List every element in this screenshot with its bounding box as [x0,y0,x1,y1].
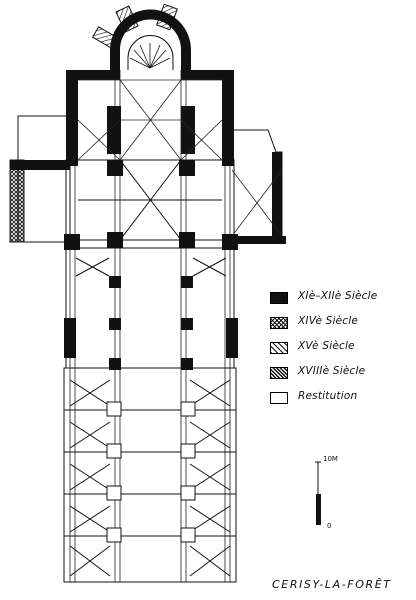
south-transept-chapel [231,129,286,244]
choir-walls [66,70,234,166]
legend-label: Restitution [298,390,358,402]
transept [65,159,235,241]
legend-swatch-dense-hatch [270,367,288,379]
apse [91,3,191,70]
nave-arcades [65,247,235,369]
plan-title: CERISY-LA-FORÊT [272,578,392,591]
legend-item-solid: XIè–XIIè Siècle [270,290,410,317]
legend: XIè–XIIè Siècle XIVè Siècle XVè Siècle X… [270,290,410,417]
nave-vault-lines [69,70,231,582]
choir-vaults [77,79,223,161]
legend-swatch-crosshatch [270,317,288,329]
crossing-piers [64,160,238,250]
legend-swatch-hatch [270,342,288,354]
restituted-nave [63,367,237,583]
scale-label-bottom: 0 [327,522,332,530]
restituted-piers [106,401,196,543]
nave-piers [64,276,238,370]
scale-bar [315,461,321,525]
legend-label: XVè Siècle [298,340,355,352]
legend-label: XIè–XIIè Siècle [298,290,378,302]
legend-swatch-solid [270,292,288,304]
legend-label: XIVè Siècle [298,315,359,327]
scale-label-top: 10M [323,455,338,463]
legend-item-dense-hatch: XVIIIè Siècle [270,365,410,392]
legend-item-empty: Restitution [270,390,410,417]
legend-item-hatch: XVè Siècle [270,340,410,367]
legend-item-crosshatch: XIVè Siècle [270,315,410,342]
legend-swatch-empty [270,392,288,404]
north-transept-chapel [9,115,71,243]
legend-label: XVIIIè Siècle [298,365,366,377]
